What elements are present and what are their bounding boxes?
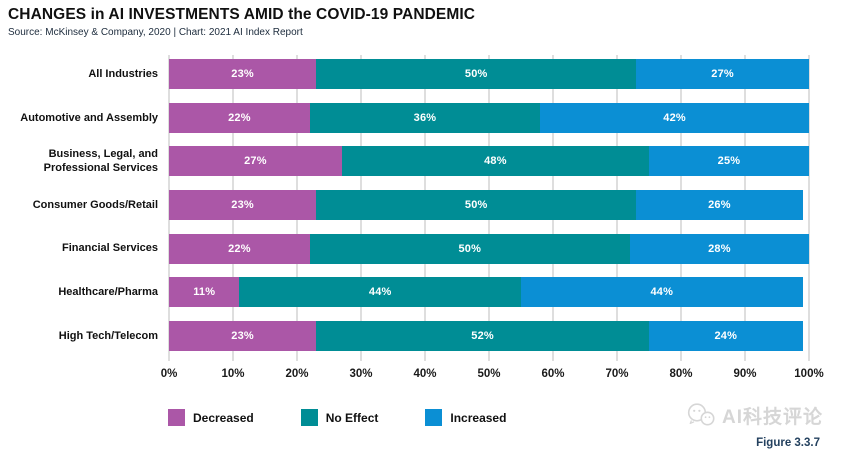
- wechat-icon: [686, 402, 716, 429]
- category-label: All Industries: [88, 67, 158, 80]
- bar-segment-increased: 28%: [629, 233, 809, 264]
- bar-segment-no-effect: 50%: [309, 233, 630, 264]
- legend-label: No Effect: [325, 410, 379, 425]
- value-label: 23%: [231, 198, 254, 211]
- bar-segment-decreased: 22%: [169, 233, 310, 264]
- x-tick-label: 0%: [160, 368, 178, 380]
- bar-segment-no-effect: 50%: [316, 59, 637, 89]
- legend-swatch: [168, 409, 185, 426]
- bar-segment-increased: 44%: [520, 277, 803, 308]
- bar-segment-increased: 24%: [648, 320, 803, 351]
- value-label: 26%: [708, 198, 731, 211]
- x-tick-label: 60%: [541, 368, 565, 380]
- value-label: 24%: [714, 329, 738, 342]
- bar-track: 22% 36% 42%: [169, 102, 809, 133]
- bar-segment-decreased: 27%: [169, 146, 342, 177]
- legend-label: Increased: [450, 410, 507, 425]
- value-label: 50%: [458, 242, 482, 255]
- bar-segment-decreased: 23%: [169, 320, 317, 351]
- x-tick-label: 10%: [221, 368, 245, 380]
- value-label: 11%: [193, 286, 216, 299]
- bar-segment-increased: 25%: [648, 146, 809, 177]
- bar-track: 23% 52% 24%: [169, 320, 809, 351]
- value-label: 27%: [244, 155, 267, 168]
- x-tick-label: 40%: [413, 368, 437, 380]
- grid-line: [808, 55, 810, 361]
- bar-segment-increased: 27%: [636, 59, 809, 89]
- value-label: 48%: [484, 155, 507, 168]
- bar-segment-no-effect: 36%: [309, 102, 541, 133]
- x-tick-label: 50%: [477, 368, 501, 380]
- value-label: 42%: [663, 111, 686, 124]
- bar-row: High Tech/Telecom 23% 52% 24%: [8, 320, 809, 351]
- bar-segment-no-effect: 48%: [341, 146, 649, 177]
- bar-segment-decreased: 22%: [169, 102, 310, 133]
- bar-row: Financial Services 22% 50% 28%: [8, 233, 809, 264]
- value-label: 44%: [650, 286, 674, 299]
- x-axis: 0% 10% 20% 30% 40% 50% 60% 70% 80% 90% 100%: [161, 368, 824, 386]
- category-label: Healthcare/Pharma: [58, 286, 158, 299]
- watermark-text: AI科技评论: [721, 407, 823, 428]
- value-label: 22%: [228, 242, 251, 255]
- value-label: 50%: [464, 198, 488, 211]
- bar-row: Automotive and Assembly 22% 36% 42%: [8, 102, 809, 133]
- bar-segment-no-effect: 52%: [316, 320, 649, 351]
- value-label: 23%: [231, 329, 254, 342]
- bar-track: 23% 50% 27%: [169, 59, 809, 89]
- page-title: CHANGES in AI INVESTMENTS AMID the COVID…: [8, 6, 476, 23]
- legend: Decreased No Effect Increased: [168, 409, 506, 426]
- x-tick-label: 30%: [349, 368, 373, 380]
- legend-label: Decreased: [193, 410, 254, 425]
- bar-track: 27% 48% 25%: [169, 146, 809, 177]
- legend-item-increased: Increased: [425, 409, 506, 426]
- plot-area: All Industries 23% 50% 27% Automotive and As…: [8, 55, 810, 361]
- bar-track: 22% 50% 28%: [169, 233, 809, 264]
- value-label: 22%: [228, 111, 251, 124]
- bar-segment-increased: 42%: [540, 102, 809, 133]
- legend-item-no-effect: No Effect: [300, 409, 379, 426]
- category-label: High Tech/Telecom: [58, 329, 158, 342]
- category-label: Business, Legal, and Professional Servic…: [43, 148, 158, 175]
- category-label: Consumer Goods/Retail: [32, 198, 158, 211]
- value-label: 28%: [708, 242, 731, 255]
- x-tick-label: 100%: [794, 368, 824, 380]
- bar-track: 23% 50% 26%: [169, 189, 809, 220]
- legend-swatch: [425, 409, 443, 426]
- bar-segment-no-effect: 50%: [316, 189, 637, 220]
- bar-segment-increased: 26%: [636, 189, 803, 220]
- category-label: Financial Services: [62, 242, 158, 255]
- bar-track: 11% 44% 44%: [169, 277, 809, 308]
- legend-item-decreased: Decreased: [168, 409, 254, 426]
- x-tick-label: 80%: [669, 368, 693, 380]
- watermark: AI科技评论: [686, 402, 823, 429]
- bar-row: Business, Legal, and Professional Servic…: [8, 146, 809, 177]
- category-label: Automotive and Assembly: [20, 111, 158, 124]
- x-tick-label: 70%: [605, 368, 629, 380]
- value-label: 25%: [717, 155, 741, 168]
- x-tick-label: 90%: [733, 368, 757, 380]
- value-label: 44%: [368, 286, 392, 299]
- legend-swatch: [300, 409, 318, 426]
- bar-rows: All Industries 23% 50% 27% Automotive and As…: [8, 59, 809, 351]
- bar-segment-decreased: 23%: [169, 59, 317, 89]
- value-label: 52%: [471, 329, 494, 342]
- bar-segment-decreased: 23%: [169, 189, 317, 220]
- figure-number: Figure 3.3.7: [756, 437, 820, 449]
- bar-row: All Industries 23% 50% 27%: [8, 59, 809, 89]
- value-label: 50%: [464, 68, 488, 80]
- bar-segment-no-effect: 44%: [239, 277, 521, 308]
- value-label: 27%: [711, 68, 734, 80]
- bar-row: Consumer Goods/Retail 23% 50% 26%: [8, 189, 809, 220]
- bar-row: Healthcare/Pharma 11% 44% 44%: [8, 277, 809, 308]
- source-caption: Source: McKinsey & Company, 2020 | Chart…: [8, 27, 303, 38]
- value-label: 23%: [231, 68, 254, 80]
- x-tick-label: 20%: [285, 368, 309, 380]
- bar-segment-decreased: 11%: [169, 277, 240, 308]
- value-label: 36%: [413, 111, 437, 124]
